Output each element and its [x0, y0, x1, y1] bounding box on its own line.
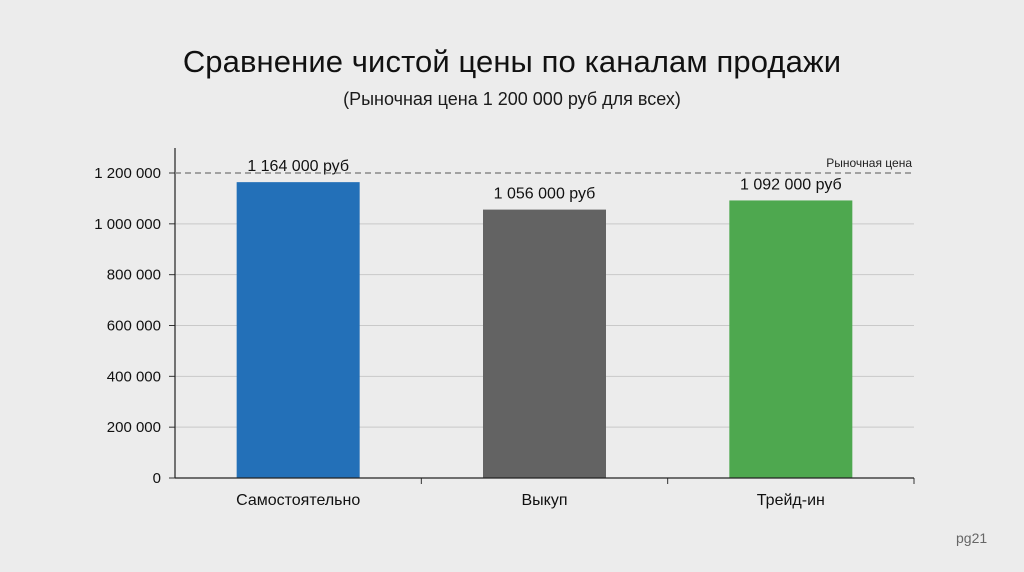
- chart-subtitle: (Рыночная цена 1 200 000 руб для всех): [343, 89, 681, 109]
- bar: [483, 209, 606, 478]
- data-label: 1 092 000 руб: [740, 176, 842, 193]
- x-tick-label: Трейд-ин: [757, 492, 825, 509]
- y-tick-label: 1 000 000: [94, 216, 161, 233]
- x-tick-label: Самостоятельно: [236, 492, 360, 509]
- data-label: 1 056 000 руб: [494, 186, 596, 203]
- y-tick-label: 200 000: [107, 419, 161, 436]
- watermark-text: pg21: [956, 530, 988, 546]
- y-tick-label: 1 200 000: [94, 165, 161, 182]
- bars: [236, 182, 853, 478]
- axes: [169, 148, 915, 484]
- chart-title: Сравнение чистой цены по каналам продажи: [182, 44, 842, 79]
- x-tick-label: Выкуп: [521, 492, 567, 509]
- bar: [236, 182, 360, 478]
- bar: [729, 200, 853, 478]
- y-tick-label: 0: [153, 470, 161, 487]
- labels: 0 200 000 400 000 600 000 800 000 1 000 000 1 …: [94, 156, 914, 509]
- y-tick-label: 600 000: [107, 318, 161, 335]
- reference-line-label: Рыночная цена: [826, 156, 912, 170]
- y-tick-label: 400 000: [107, 368, 161, 385]
- y-tick-label: 800 000: [107, 267, 161, 284]
- data-label: 1 164 000 руб: [247, 158, 349, 175]
